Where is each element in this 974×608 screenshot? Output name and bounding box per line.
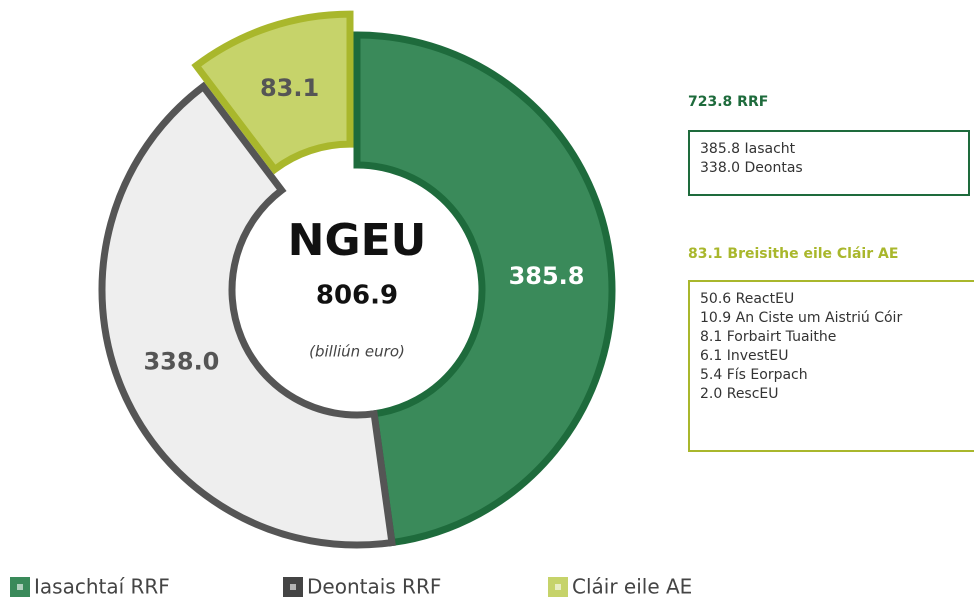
breakdown-box: 385.8 Iasacht 338.0 Deontas bbox=[688, 130, 970, 196]
legend-marker-inner bbox=[17, 584, 23, 590]
donut-slice bbox=[191, 10, 354, 175]
value-label: 338.0 bbox=[143, 348, 219, 376]
center-title: NGEU bbox=[288, 215, 427, 266]
breakdown-title: 723.8 RRF bbox=[688, 94, 769, 110]
legend-label: Cláir eile AE bbox=[572, 575, 692, 599]
breakdown-item: 50.6 ReactEU bbox=[700, 291, 795, 307]
breakdown-title: 83.1 Breisithe eile Cláir AE bbox=[688, 246, 899, 262]
legend-label: Deontais RRF bbox=[307, 575, 441, 599]
breakdown-item: 385.8 Iasacht bbox=[700, 141, 796, 157]
value-label: 385.8 bbox=[509, 262, 585, 290]
breakdown-item: 8.1 Forbairt Tuaithe bbox=[700, 329, 837, 345]
legend-label: Iasachtaí RRF bbox=[34, 575, 170, 599]
legend-marker-inner bbox=[290, 584, 296, 590]
breakdown-item: 5.4 Fís Eorpach bbox=[700, 367, 808, 383]
value-label: 83.1 bbox=[260, 74, 319, 102]
breakdown-item: 6.1 InvestEU bbox=[700, 348, 789, 364]
breakdown-item: 10.9 An Ciste um Aistriú Cóir bbox=[700, 310, 903, 326]
donut-slice bbox=[353, 31, 616, 547]
breakdown-box: 50.6 ReactEU 10.9 An Ciste um Aistriú Cói… bbox=[688, 280, 974, 452]
center-total: 806.9 bbox=[316, 281, 398, 311]
donut-slice bbox=[98, 81, 396, 549]
breakdown-item: 338.0 Deontas bbox=[700, 160, 803, 176]
legend-marker-inner bbox=[555, 584, 561, 590]
unit-note: (billiún euro) bbox=[309, 343, 405, 361]
breakdown-item: 2.0 RescEU bbox=[700, 386, 779, 402]
